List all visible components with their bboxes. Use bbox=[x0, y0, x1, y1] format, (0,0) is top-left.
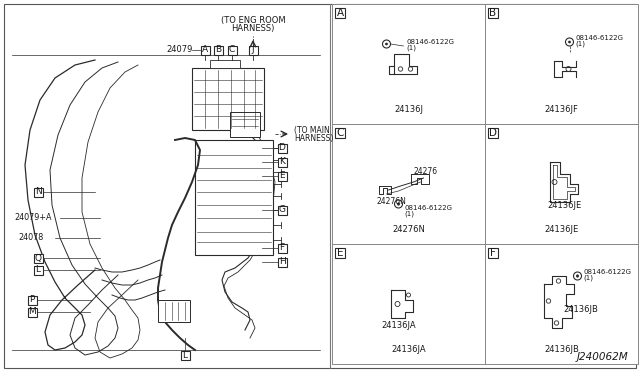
Text: Q: Q bbox=[35, 253, 42, 263]
Bar bbox=[278, 244, 287, 253]
Text: 24136JF: 24136JF bbox=[545, 106, 579, 115]
Text: H: H bbox=[278, 257, 285, 266]
Text: (TO ENG ROOM: (TO ENG ROOM bbox=[221, 16, 285, 25]
Circle shape bbox=[576, 275, 579, 277]
Text: 24276N: 24276N bbox=[376, 196, 406, 205]
Bar bbox=[485, 244, 638, 364]
Text: 24136JE: 24136JE bbox=[545, 225, 579, 234]
Bar bbox=[214, 45, 223, 55]
Bar bbox=[33, 187, 42, 196]
Text: 24136JB: 24136JB bbox=[563, 305, 598, 314]
Text: F: F bbox=[490, 248, 496, 258]
Text: K: K bbox=[279, 157, 285, 167]
Bar bbox=[28, 295, 36, 305]
Bar bbox=[248, 45, 257, 55]
Bar bbox=[332, 124, 485, 244]
Text: M: M bbox=[28, 308, 36, 317]
Text: HARNESS): HARNESS) bbox=[231, 23, 275, 32]
Text: P: P bbox=[29, 295, 35, 305]
Bar bbox=[278, 144, 287, 153]
Text: A: A bbox=[202, 45, 208, 55]
Circle shape bbox=[385, 43, 387, 45]
Text: 24136JB: 24136JB bbox=[544, 346, 579, 355]
Text: B: B bbox=[490, 8, 497, 18]
Text: J: J bbox=[252, 45, 254, 55]
Text: 24276N: 24276N bbox=[392, 225, 425, 234]
Bar bbox=[33, 253, 42, 263]
Text: 24276: 24276 bbox=[413, 167, 438, 176]
Text: D: D bbox=[489, 128, 497, 138]
Bar bbox=[278, 257, 287, 266]
Bar bbox=[278, 205, 287, 215]
Text: E: E bbox=[337, 248, 343, 258]
Bar bbox=[335, 248, 345, 258]
Text: 24079: 24079 bbox=[167, 45, 193, 55]
Circle shape bbox=[397, 203, 400, 205]
Text: 08146-6122G: 08146-6122G bbox=[584, 269, 632, 275]
Bar bbox=[488, 8, 498, 18]
Text: 24079+A: 24079+A bbox=[14, 214, 51, 222]
Text: (1): (1) bbox=[575, 41, 586, 47]
Circle shape bbox=[568, 41, 570, 43]
Text: F: F bbox=[280, 244, 285, 253]
Text: D: D bbox=[278, 144, 285, 153]
Bar bbox=[227, 45, 237, 55]
Text: 08146-6122G: 08146-6122G bbox=[404, 205, 452, 211]
Text: 24136JA: 24136JA bbox=[391, 346, 426, 355]
Text: 24078: 24078 bbox=[18, 234, 44, 243]
Bar bbox=[278, 157, 287, 167]
Text: L: L bbox=[35, 266, 40, 275]
Bar bbox=[230, 112, 260, 137]
Bar bbox=[33, 266, 42, 275]
Text: 08146-6122G: 08146-6122G bbox=[406, 39, 454, 45]
Text: C: C bbox=[336, 128, 344, 138]
Bar bbox=[158, 300, 190, 322]
Bar bbox=[335, 128, 345, 138]
Bar bbox=[200, 45, 209, 55]
Text: 08146-6122G: 08146-6122G bbox=[575, 35, 623, 41]
Text: J240062M: J240062M bbox=[576, 352, 628, 362]
Bar bbox=[210, 60, 240, 68]
Bar bbox=[195, 140, 273, 255]
Text: L: L bbox=[182, 350, 188, 359]
Text: G: G bbox=[278, 205, 285, 215]
Text: (1): (1) bbox=[584, 275, 593, 281]
Bar bbox=[485, 124, 638, 244]
Bar bbox=[332, 4, 485, 124]
Text: 24136JE: 24136JE bbox=[547, 202, 582, 211]
Text: E: E bbox=[279, 171, 285, 180]
Bar bbox=[488, 128, 498, 138]
Text: 24136J: 24136J bbox=[394, 106, 423, 115]
Text: C: C bbox=[229, 45, 235, 55]
Text: (1): (1) bbox=[406, 45, 417, 51]
Bar bbox=[180, 350, 189, 359]
Text: B: B bbox=[215, 45, 221, 55]
Bar bbox=[192, 68, 264, 130]
Text: (TO MAIN: (TO MAIN bbox=[294, 125, 330, 135]
Text: 24136JA: 24136JA bbox=[381, 321, 416, 330]
Bar bbox=[485, 4, 638, 124]
Text: N: N bbox=[35, 187, 42, 196]
Text: HARNESS): HARNESS) bbox=[294, 134, 333, 142]
Text: A: A bbox=[337, 8, 344, 18]
Bar bbox=[278, 171, 287, 180]
Bar bbox=[28, 308, 36, 317]
Bar bbox=[488, 248, 498, 258]
Bar bbox=[332, 244, 485, 364]
Text: (1): (1) bbox=[404, 211, 415, 217]
Bar bbox=[335, 8, 345, 18]
